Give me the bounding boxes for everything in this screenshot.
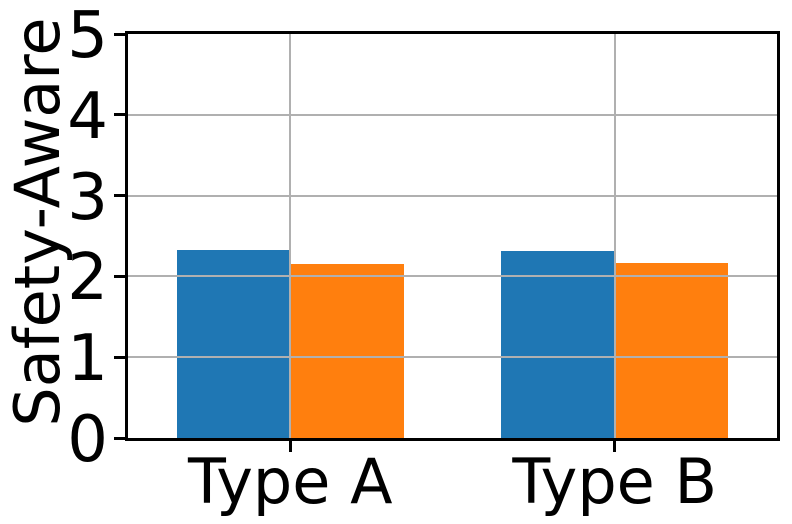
- x-tick-type-b: [613, 441, 617, 452]
- y-tick-0: [114, 436, 128, 440]
- bar-type-b-orange: [614, 262, 729, 438]
- gridline-y-3: [128, 194, 777, 197]
- y-tick-5: [114, 32, 128, 36]
- gridline-y-4: [128, 113, 777, 116]
- bar-type-b-blue: [501, 251, 615, 438]
- plot-area: [125, 31, 780, 441]
- y-axis-label: Safety-Aware: [1, 17, 74, 427]
- x-tick-type-a: [288, 441, 292, 452]
- y-tick-1: [114, 355, 128, 359]
- gridline-y-2: [128, 275, 777, 278]
- y-tick-4: [114, 113, 128, 117]
- y-tick-label-0: 0: [67, 403, 108, 477]
- y-tick-label-5: 5: [67, 0, 108, 73]
- y-tick-label-1: 1: [67, 322, 108, 397]
- y-tick-3: [114, 194, 128, 198]
- x-tick-label-type-a: Type A: [187, 445, 393, 518]
- x-tick-label-type-b: Type B: [512, 445, 718, 518]
- bar-type-a-orange: [290, 264, 404, 438]
- y-tick-label-4: 4: [67, 79, 108, 154]
- gridline-x-type-b: [613, 34, 616, 438]
- y-tick-label-3: 3: [67, 160, 108, 235]
- gridline-x-type-a: [289, 34, 292, 438]
- y-tick-2: [114, 274, 128, 278]
- gridline-y-1: [128, 356, 777, 359]
- y-tick-label-2: 2: [67, 241, 108, 316]
- bar-type-a-blue: [176, 249, 291, 438]
